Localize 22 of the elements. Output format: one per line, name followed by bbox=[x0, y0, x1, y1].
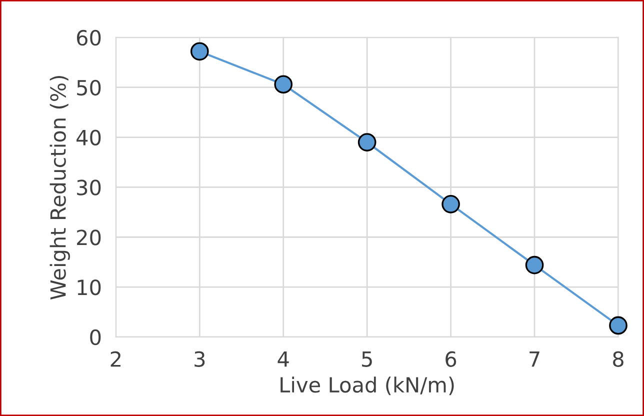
point bbox=[525, 256, 544, 274]
y-tick-label: 10 bbox=[78, 279, 101, 296]
point bbox=[190, 42, 209, 61]
x-axis-title: Live Load (kN/m) bbox=[280, 376, 454, 396]
point bbox=[442, 195, 460, 214]
point bbox=[274, 75, 293, 94]
x-tick-label: 8 bbox=[613, 351, 624, 367]
x-tick-label: 3 bbox=[194, 351, 205, 367]
y-tick-label: 40 bbox=[76, 130, 101, 146]
y-tick-label: 50 bbox=[77, 80, 101, 96]
x-tick-label: 7 bbox=[530, 351, 540, 367]
y-tick-label: 20 bbox=[77, 230, 101, 246]
y-tick-label: 30 bbox=[77, 180, 101, 196]
y-tick-label: 0 bbox=[90, 329, 101, 346]
x-tick-label: 5 bbox=[362, 351, 372, 367]
point bbox=[358, 133, 376, 152]
point bbox=[609, 316, 628, 335]
x-tick-label: 2 bbox=[110, 351, 120, 367]
y-axis-title: Weight Reduction (%) bbox=[50, 76, 70, 300]
x-tick-label: 6 bbox=[446, 351, 456, 367]
y-tick-label: 60 bbox=[76, 30, 101, 46]
x-tick-label: 4 bbox=[278, 351, 289, 367]
